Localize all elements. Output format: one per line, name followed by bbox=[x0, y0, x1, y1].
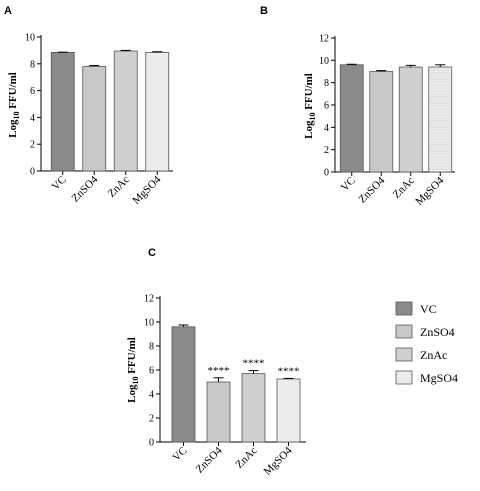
y-tick-label: 4 bbox=[30, 113, 35, 124]
y-tick-label: 6 bbox=[30, 86, 35, 97]
y-tick-label: 4 bbox=[149, 390, 154, 401]
y-tick-label: 10 bbox=[144, 318, 154, 329]
x-tick-label: ZnAc bbox=[233, 445, 259, 471]
significance-label: **** bbox=[243, 358, 265, 370]
x-tick-label: ZnAc bbox=[106, 174, 132, 200]
bar-znac bbox=[241, 373, 266, 443]
legend-label: ZnAc bbox=[420, 348, 447, 362]
bar-znso4 bbox=[369, 71, 394, 173]
panel-letter: A bbox=[4, 5, 12, 17]
x-tick-label: MgSO4 bbox=[130, 173, 163, 206]
bar-vc bbox=[171, 326, 196, 443]
legend: VC ZnSO4 ZnAc MgSO4 bbox=[395, 301, 458, 385]
x-tick-label: VC bbox=[339, 175, 358, 194]
bar-znac bbox=[113, 50, 138, 172]
legend-swatch-znac bbox=[395, 347, 413, 362]
y-tick-label: 10 bbox=[25, 33, 35, 44]
legend-swatch-mgso4 bbox=[395, 370, 413, 385]
y-tick-label: 4 bbox=[324, 123, 329, 134]
y-tick-label: 2 bbox=[324, 145, 329, 156]
y-tick-label: 8 bbox=[324, 78, 329, 89]
chart-panel-c: C Log10 FFU/ml 0 2 4 6 8 10 12 VC **** ZnSO4 **** ZnA… bbox=[126, 247, 306, 478]
y-axis-label: Log10 FFU/ml bbox=[303, 73, 317, 139]
bar-vc bbox=[339, 64, 364, 173]
x-tick-label: VC bbox=[50, 174, 69, 193]
panel-letter: C bbox=[148, 247, 156, 259]
y-tick-label: 0 bbox=[324, 168, 329, 179]
significance-label: **** bbox=[278, 365, 300, 377]
x-tick-label: ZnSO4 bbox=[69, 173, 100, 204]
y-tick-label: 12 bbox=[144, 294, 154, 305]
bar-znso4 bbox=[82, 66, 107, 172]
y-axis-label: Log10 FFU/ml bbox=[7, 72, 21, 138]
y-tick-label: 2 bbox=[149, 414, 154, 425]
bar-vc bbox=[50, 52, 75, 172]
y-tick-label: 2 bbox=[30, 140, 35, 151]
y-tick-label: 12 bbox=[319, 34, 329, 45]
y-tick-label: 6 bbox=[324, 101, 329, 112]
x-tick-label: MgSO4 bbox=[413, 174, 446, 207]
y-axis-label: Log10 FFU/ml bbox=[126, 337, 140, 403]
bar-mgso4 bbox=[428, 66, 453, 173]
y-tick-label: 0 bbox=[149, 438, 154, 449]
y-tick-label: 10 bbox=[319, 56, 329, 67]
x-tick-label: MgSO4 bbox=[261, 444, 294, 477]
bar-znso4 bbox=[206, 381, 231, 443]
y-tick-label: 6 bbox=[149, 366, 154, 377]
significance-label: **** bbox=[208, 365, 230, 377]
legend-swatch-vc bbox=[395, 301, 413, 316]
x-tick-label: VC bbox=[170, 445, 189, 464]
x-tick-label: ZnSO4 bbox=[194, 444, 225, 475]
legend-label: VC bbox=[420, 302, 437, 316]
y-tick-label: 8 bbox=[30, 59, 35, 70]
y-tick-label: 8 bbox=[149, 342, 154, 353]
x-tick-label: ZnAc bbox=[391, 175, 417, 201]
legend-label: ZnSO4 bbox=[420, 325, 455, 339]
bar-mgso4 bbox=[145, 52, 170, 172]
bar-mgso4 bbox=[276, 378, 301, 443]
legend-swatch-znso4 bbox=[395, 324, 413, 339]
bar-znac bbox=[398, 66, 423, 173]
legend-label: MgSO4 bbox=[420, 371, 458, 385]
y-tick-label: 0 bbox=[30, 167, 35, 178]
x-tick-label: ZnSO4 bbox=[356, 174, 387, 205]
panel-letter: B bbox=[260, 5, 268, 17]
